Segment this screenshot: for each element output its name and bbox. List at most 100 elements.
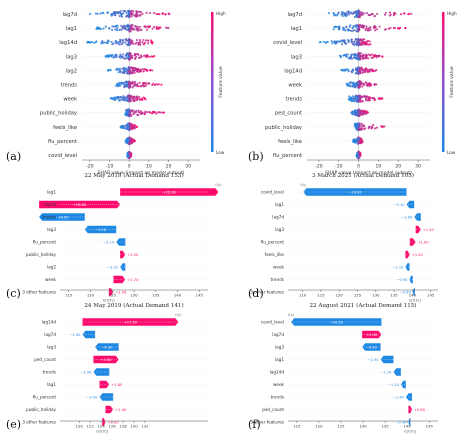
shap-point [357, 96, 360, 99]
shap-point [357, 114, 360, 117]
shap-point [132, 109, 135, 112]
base-value-label: E[f(X)] [404, 430, 416, 434]
shap-point [350, 98, 353, 101]
shap-point [340, 39, 343, 42]
shap-point [126, 114, 129, 117]
shap-point [115, 68, 118, 71]
feature-label: trends [43, 215, 56, 220]
shap-point [127, 110, 130, 113]
shap-point [102, 27, 105, 30]
shap-point [146, 69, 149, 72]
shap-point [350, 38, 353, 41]
shap-point [167, 26, 170, 29]
shap-point [392, 27, 395, 30]
shap-point [361, 42, 365, 45]
shap-point [99, 12, 102, 15]
waterfall-panel-e: 24 May 2019 (Actual Demand 141) f(x) +17.5… [6, 302, 208, 434]
shap-point [138, 43, 141, 46]
shap-point [345, 11, 348, 14]
shap-point [134, 57, 137, 60]
shap-point [368, 40, 371, 43]
shap-point [128, 38, 131, 41]
shap-point [378, 97, 381, 100]
shap-point [131, 12, 134, 15]
shap-point [120, 24, 123, 27]
shap-point [332, 12, 335, 15]
shap-point [362, 69, 365, 72]
shap-point [357, 10, 360, 13]
shap-point [145, 28, 148, 31]
shap-point [369, 28, 372, 31]
shap-point [375, 54, 378, 58]
shap-point [357, 44, 360, 47]
feature-label: week [45, 277, 57, 282]
shap-point [363, 12, 366, 15]
shap-point [322, 40, 325, 43]
shap-point [133, 127, 136, 130]
shap-point [358, 80, 361, 83]
waterfall-bar [120, 188, 219, 196]
x-tick-label: 10 [146, 164, 152, 170]
shap-point [130, 41, 134, 44]
shap-point [358, 94, 361, 97]
shap-point [117, 71, 120, 74]
shap-point [357, 66, 360, 69]
panel-label: (a) [6, 150, 21, 163]
shap-point [357, 142, 360, 145]
shap-point [119, 84, 122, 87]
feature-label: feels_like [53, 125, 77, 131]
x-tick-label: 115 [293, 424, 301, 429]
colorbar-high-label: High [447, 11, 457, 16]
feature-label: trends [271, 395, 284, 400]
shap-point [364, 99, 368, 102]
shap-point [144, 68, 147, 71]
shap-point [343, 69, 346, 72]
shap-point [365, 27, 368, 30]
shap-point [356, 152, 359, 155]
shap-point [353, 40, 356, 43]
shap-point [356, 42, 359, 45]
shap-point [350, 12, 353, 15]
shap-point [132, 113, 135, 116]
shap-point [139, 54, 142, 57]
shap-point [347, 11, 350, 14]
shap-point [100, 42, 103, 45]
shap-point [128, 98, 131, 101]
waterfall-panel-d: 3 March 2021 (Actual Demand 105) f(x) −28.… [248, 172, 438, 303]
shap-point [125, 15, 128, 18]
shap-point [368, 81, 371, 84]
panel-label: (c) [6, 287, 21, 300]
shap-point [351, 29, 354, 32]
shap-point [341, 13, 344, 16]
shap-point [115, 29, 119, 32]
x-tick-label: 30 [185, 164, 191, 170]
x-tick-label: 120 [87, 293, 95, 298]
x-tick-label: 145 [196, 293, 204, 298]
shap-point [129, 13, 132, 16]
shap-point [354, 10, 357, 13]
shap-value-label: +1.60 [418, 241, 430, 245]
shap-value-label: −0.40 [395, 421, 407, 425]
shap-point [381, 55, 384, 58]
shap-point [143, 25, 146, 28]
shap-point [131, 127, 135, 130]
panel-label: (b) [248, 150, 264, 163]
shap-point [130, 10, 133, 13]
shap-point [156, 83, 159, 86]
colorbar [442, 12, 445, 152]
shap-value-label: +1.40 [115, 408, 127, 412]
shap-point [125, 11, 128, 14]
shap-point [139, 70, 142, 73]
shap-point [363, 110, 366, 113]
shap-point [347, 68, 350, 71]
x-tick-label: 125 [337, 424, 345, 429]
feature-label: covid_level [273, 40, 302, 46]
shap-point [116, 26, 119, 29]
colorbar-title: Feature value [449, 66, 455, 98]
shap-point [139, 98, 142, 101]
x-tick-label: -20 [86, 164, 94, 170]
x-tick-label: 130 [130, 293, 138, 298]
panel-label: (d) [248, 287, 264, 300]
shap-value-label: −1.10 [392, 266, 404, 270]
shap-point [125, 70, 128, 73]
